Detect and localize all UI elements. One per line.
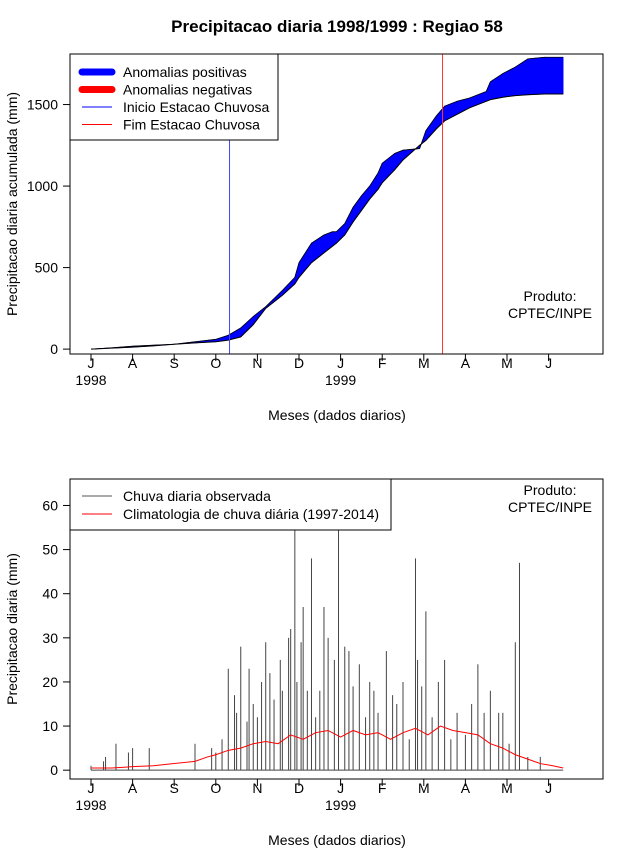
year-label: 1998 — [75, 372, 106, 388]
y-tick-label: 60 — [42, 497, 58, 513]
product-note: Produto: — [524, 288, 577, 304]
positive-anomaly-area — [352, 194, 362, 223]
y-tick-label: 0 — [50, 341, 58, 357]
x-tick-label: M — [418, 780, 430, 796]
x-tick-label: J — [545, 780, 552, 796]
x-tick-label: O — [210, 355, 221, 371]
positive-anomaly-area — [527, 56, 545, 96]
x-tick-label: M — [501, 780, 513, 796]
legend-label: Fim Estacao Chuvosa — [123, 117, 260, 133]
climatology-cumulative-line — [90, 93, 564, 350]
product-note: CPTEC/INPE — [508, 499, 592, 515]
y-axis-label: Precipitacao diaria (mm) — [4, 553, 20, 705]
y-tick-label: 1500 — [27, 97, 58, 113]
positive-anomaly-area — [361, 185, 371, 212]
x-tick-label: A — [128, 355, 138, 371]
x-tick-label: A — [128, 780, 138, 796]
y-tick-label: 500 — [35, 260, 59, 276]
y-tick-label: 10 — [42, 718, 58, 734]
x-tick-label: N — [252, 780, 262, 796]
year-label: 1999 — [325, 372, 356, 388]
chart-title: Precipitacao diaria 1998/1999 : Regiao 5… — [171, 17, 503, 36]
legend-label: Anomalias positivas — [123, 64, 247, 80]
y-tick-label: 0 — [50, 762, 58, 778]
x-tick-label: F — [378, 780, 387, 796]
positive-anomaly-area — [502, 66, 516, 98]
x-tick-label: A — [461, 780, 471, 796]
y-tick-label: 50 — [42, 542, 58, 558]
x-tick-label: S — [170, 355, 179, 371]
observed-cumulative-line — [90, 56, 564, 350]
positive-anomaly-area — [282, 276, 296, 296]
positive-anomaly-area — [515, 58, 529, 96]
x-tick-label: O — [210, 780, 221, 796]
x-tick-label: J — [88, 355, 95, 371]
plot-frame-top — [69, 53, 604, 355]
product-note: CPTEC/INPE — [508, 305, 592, 321]
x-tick-label: F — [378, 355, 387, 371]
positive-anomaly-area — [485, 81, 491, 102]
legend-label: Chuva diaria observada — [123, 488, 271, 504]
positive-anomaly-area — [544, 56, 564, 95]
x-tick-label: J — [337, 780, 344, 796]
legend-label: Climatologia de chuva diária (1997-2014) — [123, 506, 379, 522]
x-tick-label: J — [88, 780, 95, 796]
y-tick-label: 30 — [42, 630, 58, 646]
y-tick-label: 20 — [42, 674, 58, 690]
x-tick-label: J — [545, 355, 552, 371]
y-tick-label: 40 — [42, 586, 58, 602]
positive-anomaly-area — [369, 171, 379, 200]
product-note: Produto: — [524, 482, 577, 498]
year-label: 1998 — [75, 797, 106, 813]
x-tick-label: M — [501, 355, 513, 371]
x-axis-label: Meses (dados diarios) — [268, 407, 406, 423]
climatology-daily-line — [91, 725, 564, 769]
x-tick-label: S — [170, 780, 179, 796]
year-label: 1999 — [325, 797, 356, 813]
x-tick-label: J — [337, 355, 344, 371]
legend-label: Inicio Estacao Chuvosa — [123, 99, 270, 115]
x-tick-label: N — [252, 355, 262, 371]
y-tick-label: 1000 — [27, 178, 58, 194]
x-axis-label: Meses (dados diarios) — [268, 832, 406, 848]
positive-anomaly-area — [336, 222, 346, 244]
x-tick-label: M — [418, 355, 430, 371]
legend-box-bottom — [69, 478, 392, 531]
y-axis-label: Precipitacao diaria acumulada (mm) — [4, 92, 20, 316]
legend-label: Anomalias negativas — [123, 82, 252, 98]
x-tick-label: D — [294, 780, 304, 796]
x-tick-label: A — [461, 355, 471, 371]
x-tick-label: D — [294, 355, 304, 371]
legend-box-top — [69, 53, 279, 141]
